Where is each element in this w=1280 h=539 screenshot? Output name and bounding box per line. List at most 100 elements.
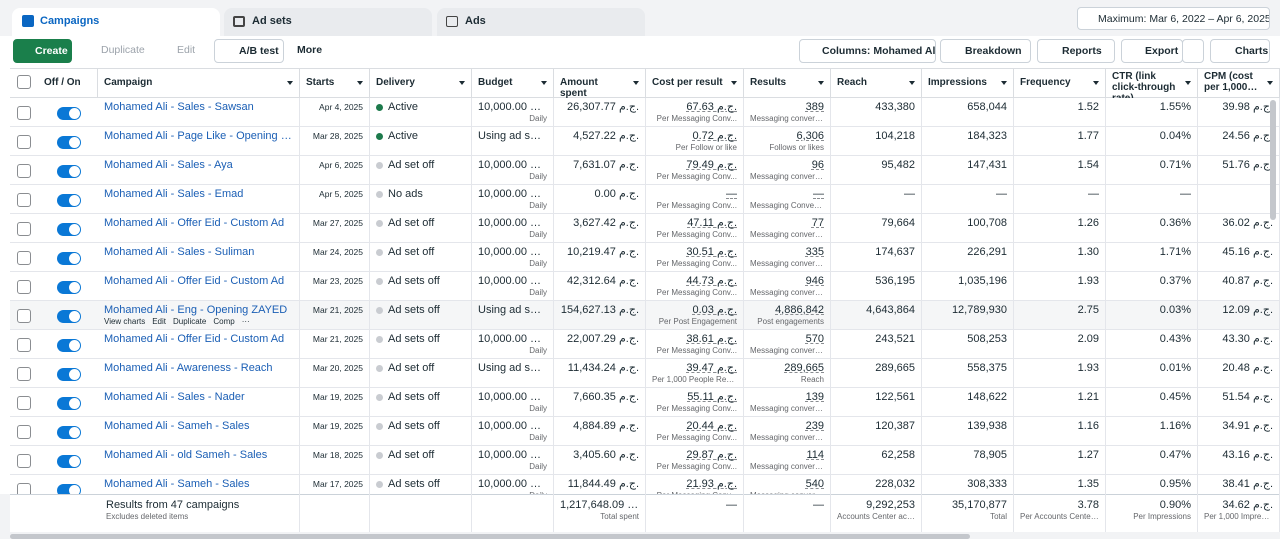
toggle-knob (69, 195, 80, 206)
toggle[interactable] (57, 252, 81, 265)
toggle[interactable] (57, 397, 81, 410)
column-header[interactable]: Campaign (98, 68, 300, 98)
toggle[interactable] (57, 136, 81, 149)
date-range[interactable]: Maximum: Mar 6, 2022 – Apr 6, 2025 (1077, 7, 1270, 30)
results-sub: Messaging conversat... (750, 172, 824, 181)
campaign[interactable]: Mohamed Ali - Sales - Sawsan (104, 101, 254, 113)
toggle[interactable] (57, 455, 81, 468)
reports-button[interactable]: Reports (1037, 39, 1115, 63)
checkbox[interactable] (17, 338, 31, 352)
checkbox[interactable] (17, 396, 31, 410)
campaign[interactable]: Mohamed Ali - Offer Eid - Custom Ad (104, 333, 285, 345)
column-header[interactable]: Impressions (922, 68, 1014, 98)
cost: 44.73 ج.م. (686, 275, 737, 287)
export-menu[interactable] (1182, 39, 1204, 63)
toggle[interactable] (57, 107, 81, 120)
edit-button[interactable]: Edit (155, 39, 205, 63)
checkbox[interactable] (17, 309, 31, 323)
budget: 10,000.00 ج.م. (478, 275, 547, 287)
cpm-cell: 51.76 ج.م. (1198, 156, 1280, 185)
row-action[interactable]: Duplicate (173, 317, 207, 326)
toggle[interactable] (57, 194, 81, 207)
column-header[interactable]: Delivery (370, 68, 472, 98)
status-dot (376, 423, 383, 430)
results-cell: —Messaging Conversat... (744, 185, 831, 214)
checkbox[interactable] (17, 135, 31, 149)
campaign[interactable]: Mohamed Ali - old Sameh - Sales (104, 449, 268, 461)
campaign[interactable]: Mohamed Ali - Eng - Opening ZAYED (104, 304, 288, 316)
checkbox[interactable] (17, 454, 31, 468)
column-header[interactable]: Starts (300, 68, 370, 98)
column-header[interactable]: Amount spent (554, 68, 646, 98)
delivery-cell: Ad sets off (370, 475, 472, 494)
tab-ad-sets[interactable]: Ad sets (224, 8, 432, 36)
checkbox[interactable] (17, 367, 31, 381)
column-header[interactable]: Budget (472, 68, 554, 98)
checkbox[interactable] (17, 193, 31, 207)
create-button[interactable]: Create (13, 39, 72, 63)
campaign[interactable]: Mohamed Ali - Sales - Aya (104, 159, 233, 171)
checkbox[interactable] (17, 106, 31, 120)
frequency-cell: 1.21 (1014, 388, 1106, 417)
campaign[interactable]: Mohamed Ali - Sales - Emad (104, 188, 244, 200)
toggle[interactable] (57, 484, 81, 494)
toggle[interactable] (57, 165, 81, 178)
campaign[interactable]: Mohamed Ali - Page Like - Opening ZAYED (104, 130, 293, 142)
tab-campaigns[interactable]: Campaigns (12, 8, 220, 36)
more-button[interactable]: More (289, 39, 339, 63)
sort-icon (731, 81, 737, 85)
export-button[interactable]: Export (1121, 39, 1183, 63)
row-action[interactable]: View charts (104, 317, 146, 326)
reach: — (904, 188, 915, 200)
checkbox[interactable] (17, 222, 31, 236)
amount-cell: 4,884.89 ج.م. (554, 417, 646, 446)
campaign[interactable]: Mohamed Ali - Sales - Suliman (104, 246, 255, 258)
column-header[interactable]: Frequency (1014, 68, 1106, 98)
campaign[interactable]: Mohamed Ali - Sameh - Sales (104, 478, 250, 490)
duplicate-button[interactable]: Duplicate (80, 39, 148, 63)
campaign[interactable]: Mohamed Ali - Offer Eid - Custom Ad (104, 275, 285, 287)
checkbox[interactable] (17, 483, 31, 494)
toggle[interactable] (57, 368, 81, 381)
campaign[interactable]: Mohamed Ali - Sameh - Sales (104, 420, 250, 432)
checkbox[interactable] (17, 280, 31, 294)
checkbox[interactable] (17, 164, 31, 178)
delivery-cell: Ad set off (370, 214, 472, 243)
campaign[interactable]: Mohamed Ali - Awareness - Reach (104, 362, 273, 374)
toggle[interactable] (57, 281, 81, 294)
scrollbar (1270, 100, 1276, 220)
tab-ads[interactable]: Ads (437, 8, 645, 36)
column-header[interactable]: Reach (831, 68, 922, 98)
amount: 154,627.13 ج.م. (560, 304, 639, 316)
ab-test-button[interactable]: A/B test (214, 39, 284, 63)
row-action[interactable]: Edit (152, 317, 166, 326)
toggle[interactable] (57, 339, 81, 352)
checkbox[interactable] (17, 251, 31, 265)
column-header[interactable]: CTR (link click-through rate) (1106, 68, 1198, 98)
row-action[interactable]: ··· (241, 317, 250, 326)
campaign[interactable]: Mohamed Ali - Sales - Nader (104, 391, 245, 403)
toggle[interactable] (57, 310, 81, 323)
campaign[interactable]: Mohamed Ali - Offer Eid - Custom Ad (104, 217, 285, 229)
charts-button[interactable]: Charts (1210, 39, 1270, 63)
frequency: 1.21 (1077, 391, 1099, 403)
columns-button[interactable]: Columns: Mohamed Ali (799, 39, 936, 63)
column-header[interactable]: Results (744, 68, 831, 98)
frequency: 1.52 (1077, 101, 1099, 113)
column-header[interactable]: Off / On (38, 68, 98, 98)
delivery-cell: No ads (370, 185, 472, 214)
checkbox[interactable] (17, 425, 31, 439)
frequency: 2.75 (1077, 304, 1099, 316)
sort-icon (1001, 81, 1007, 85)
cost-sub: Per Follow or like (675, 143, 737, 152)
sort-icon (541, 81, 547, 85)
checkbox[interactable] (17, 75, 31, 89)
breakdown-button[interactable]: Breakdown (940, 39, 1031, 63)
total-sub: Total spent (600, 512, 639, 521)
toggle[interactable] (57, 426, 81, 439)
column-header[interactable]: Cost per result (646, 68, 744, 98)
toggle-knob (69, 137, 80, 148)
toggle[interactable] (57, 223, 81, 236)
row-action[interactable]: Comp (213, 317, 235, 326)
